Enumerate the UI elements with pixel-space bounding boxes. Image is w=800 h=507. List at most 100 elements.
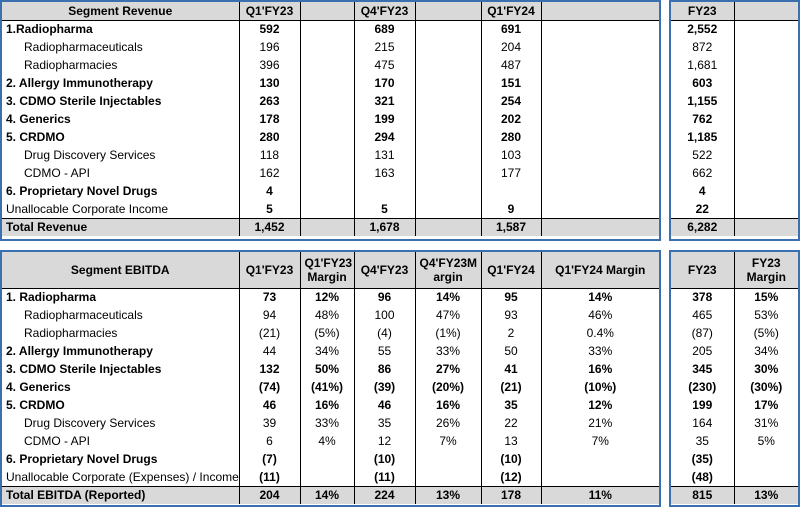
- row-label: Unallocable Corporate (Expenses) / Incom…: [2, 468, 240, 486]
- table-cell: (230): [671, 378, 735, 396]
- column-header-label: Segment Revenue: [2, 2, 240, 21]
- table-cell: [734, 20, 798, 38]
- table-cell: [415, 20, 482, 38]
- table-cell: 131: [354, 146, 416, 164]
- table-cell: 96: [354, 288, 416, 306]
- table-cell: 46: [354, 396, 416, 414]
- revenue-row: Drug Discovery Services 118 131 103: [2, 146, 659, 164]
- ebitda-row: Drug Discovery Services 39 33% 35 26% 22 21%: [2, 414, 659, 432]
- table-cell: 1,587: [481, 217, 542, 236]
- table-cell: [734, 182, 798, 200]
- table-cell: [300, 468, 355, 486]
- table-cell: 13%: [734, 485, 798, 504]
- column-header-label: Segment EBITDA: [2, 252, 240, 289]
- table-cell: (35): [671, 450, 735, 468]
- table-cell: [541, 468, 659, 486]
- table-cell: 34%: [754, 344, 779, 358]
- row-label: 1.Radiopharma: [2, 20, 240, 38]
- ebitda-row: 465 53%: [671, 306, 798, 324]
- table-cell: 12: [354, 432, 416, 450]
- ebitda-row: CDMO - API 6 4% 12 7% 13 7%: [2, 432, 659, 450]
- table-cell: (5%): [753, 326, 779, 340]
- ebitda-row: 815 13%: [671, 485, 798, 504]
- ebitda-row: (230) (30%): [671, 378, 798, 396]
- table-cell: 5: [354, 200, 416, 218]
- column-header: Q1'FY24: [481, 2, 542, 21]
- column-header: Q4'FY23: [354, 252, 416, 289]
- table-cell: 55: [354, 342, 416, 360]
- table-cell: 33%: [588, 344, 613, 358]
- table-cell: [415, 450, 482, 468]
- table-cell: 12%: [588, 398, 613, 412]
- revenue-row: 1,185: [671, 128, 798, 146]
- column-header: Q1'FY23 Margin: [300, 252, 355, 289]
- table-cell: (87): [671, 324, 735, 342]
- row-label: 4. Generics: [2, 378, 240, 396]
- revenue-row: CDMO - API 162 163 177: [2, 164, 659, 182]
- table-cell: 95: [481, 288, 542, 306]
- table-cell: 44: [239, 342, 301, 360]
- ebitda-row: 164 31%: [671, 414, 798, 432]
- table-cell: [300, 450, 355, 468]
- segment-revenue-fy23-table: FY23 2,552 872 1,681 603 1,155 762 1,185 522 662 4…: [669, 0, 800, 241]
- ebitda-table-left: Segment EBITDA Q1'FY23 Q1'FY23 Margin Q4'FY…: [2, 252, 659, 504]
- table-cell: [415, 468, 482, 486]
- table-cell: (30%): [750, 380, 783, 394]
- revenue-row: 1,681: [671, 56, 798, 74]
- ebitda-row: (35): [671, 450, 798, 468]
- table-cell: 100: [354, 306, 416, 324]
- table-cell: 254: [481, 92, 542, 110]
- table-cell: [541, 200, 659, 218]
- table-cell: [415, 38, 482, 56]
- ebitda-row: 6. Proprietary Novel Drugs (7) (10) (10): [2, 450, 659, 468]
- table-cell: 177: [481, 164, 542, 182]
- table-cell: 27%: [415, 360, 482, 378]
- row-label: Total EBITDA (Reported): [2, 485, 240, 504]
- segment-revenue-table: Segment Revenue Q1'FY23 Q4'FY23 Q1'FY24 1.Ra…: [0, 0, 661, 241]
- table-cell: 50%: [300, 360, 355, 378]
- table-cell: 15%: [754, 290, 779, 305]
- row-label: Unallocable Corporate Income: [2, 200, 240, 218]
- segment-ebitda-fy23-table: FY23 FY23 Margin 378 15% 465 53% (87) (5%) 205 34…: [669, 250, 800, 507]
- revenue-row: Total Revenue 1,452 1,678 1,587: [2, 217, 659, 236]
- ebitda-row: Radiopharmacies (21) (5%) (4) (1%) 2 0.4%: [2, 324, 659, 342]
- table-cell: 33%: [415, 342, 482, 360]
- table-cell: 11%: [541, 485, 659, 504]
- table-cell: 162: [239, 164, 301, 182]
- table-cell: 294: [354, 128, 416, 146]
- row-label: Drug Discovery Services: [2, 414, 240, 432]
- table-cell: 7%: [415, 432, 482, 450]
- table-cell: 1,155: [671, 92, 735, 110]
- table-cell: 21%: [588, 416, 613, 430]
- table-cell: 13%: [415, 485, 482, 504]
- table-cell: [541, 38, 659, 56]
- revenue-row: 22: [671, 200, 798, 218]
- table-cell: 46: [239, 396, 301, 414]
- table-cell: [415, 110, 482, 128]
- table-cell: [541, 110, 659, 128]
- table-cell: 94: [239, 306, 301, 324]
- table-cell: 4: [239, 182, 301, 200]
- row-label: 6. Proprietary Novel Drugs: [2, 450, 240, 468]
- table-cell: [541, 74, 659, 92]
- table-cell: 662: [671, 164, 735, 182]
- row-label: 3. CDMO Sterile Injectables: [2, 360, 240, 378]
- column-header: Q4'FY23: [354, 2, 416, 21]
- column-header: Q1'FY23: [239, 252, 301, 289]
- table-cell: [300, 110, 355, 128]
- revenue-header-row: FY23: [671, 2, 798, 21]
- table-cell: 205: [671, 342, 735, 360]
- table-cell: [415, 56, 482, 74]
- revenue-table-left: Segment Revenue Q1'FY23 Q4'FY23 Q1'FY24 1.Ra…: [2, 2, 659, 236]
- table-cell: (11): [354, 468, 416, 486]
- revenue-row: 1.Radiopharma 592 689 691: [2, 20, 659, 38]
- table-cell: 17%: [754, 398, 779, 412]
- table-cell: 39: [239, 414, 301, 432]
- table-cell: 170: [354, 74, 416, 92]
- table-cell: [415, 92, 482, 110]
- column-header: Q1'FY24: [481, 252, 542, 289]
- revenue-row: 4: [671, 182, 798, 200]
- column-header: Q4'FY23M argin: [415, 252, 482, 289]
- ebitda-row: Unallocable Corporate (Expenses) / Incom…: [2, 468, 659, 486]
- table-cell: (21): [239, 324, 301, 342]
